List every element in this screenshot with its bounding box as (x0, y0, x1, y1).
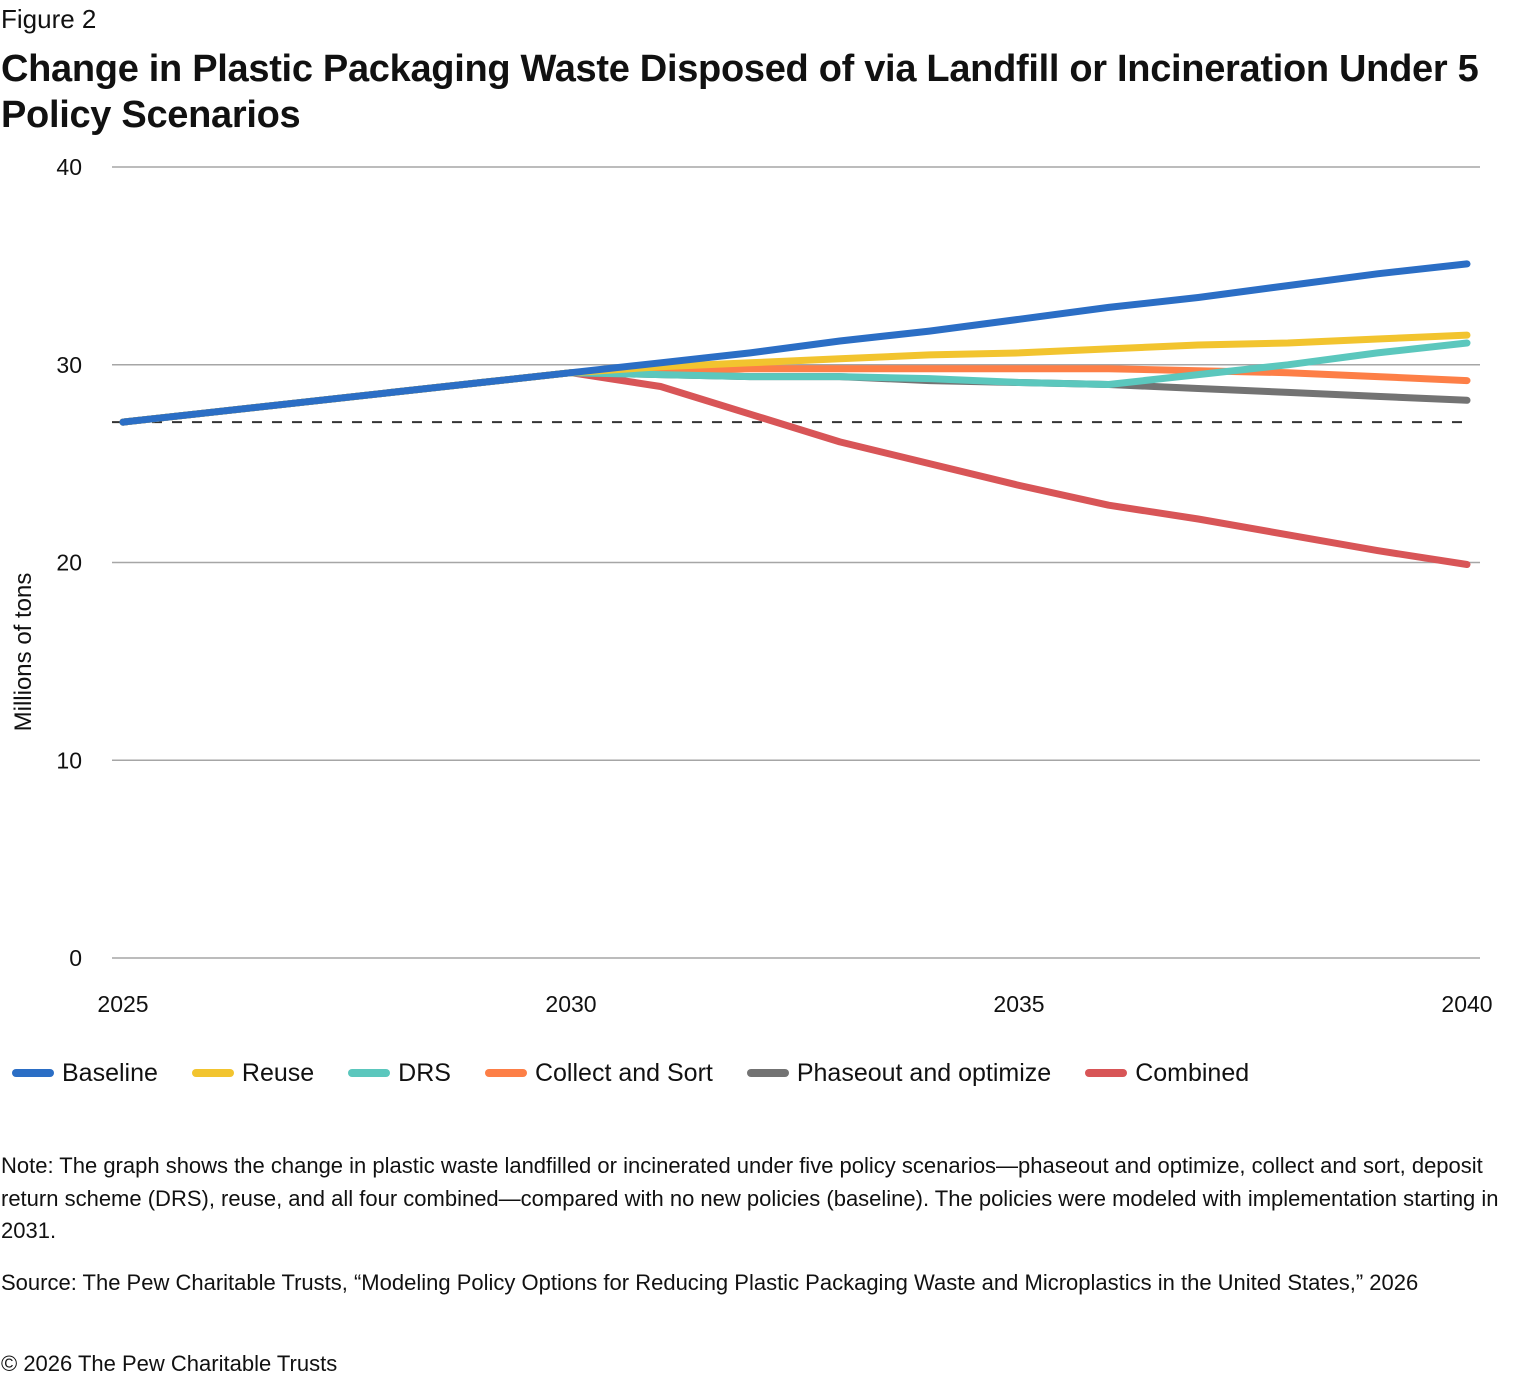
x-tick-label: 2030 (545, 991, 596, 1017)
y-tick-label: 10 (56, 747, 82, 773)
legend-label: DRS (398, 1058, 451, 1087)
legend-label: Baseline (62, 1058, 158, 1087)
legend-swatch (12, 1069, 54, 1077)
y-tick-label: 30 (56, 352, 82, 378)
legend-swatch (484, 1069, 527, 1077)
legend-item-combined: Combined (1085, 1059, 1249, 1088)
legend-label: Collect and Sort (534, 1058, 713, 1087)
legend-item-reuse: Reuse (191, 1058, 315, 1088)
y-axis-label: Millions of tons (10, 573, 37, 732)
y-tick-label: 40 (56, 154, 82, 180)
y-tick-label: 20 (56, 550, 82, 576)
series-line-drs (119, 339, 1471, 426)
y-axis-ticks: 0 10 20 30 40 (56, 154, 82, 971)
legend-label: Combined (1135, 1058, 1250, 1087)
series-lines (119, 260, 1471, 568)
x-tick-label: 2025 (97, 991, 148, 1017)
chart-title: Change in Plastic Packaging Waste Dispos… (1, 48, 1479, 136)
figure-label: Figure 2 (1, 4, 97, 34)
legend-label: Phaseout and optimize (796, 1058, 1052, 1087)
legend-swatch (191, 1069, 234, 1077)
y-tick-label: 0 (69, 945, 82, 971)
legend: Baseline Reuse DRS Collect and Sort Phaseout… (12, 1056, 1283, 1090)
legend-item-collect-and-sort: Collect and Sort (484, 1058, 713, 1088)
legend-item-drs: DRS (348, 1059, 451, 1088)
x-axis-ticks: 2025 2030 2035 2040 (97, 991, 1492, 1017)
legend-swatch (746, 1069, 789, 1077)
chart-source: Source: The Pew Charitable Trusts, “Mode… (1, 1270, 1419, 1295)
x-tick-label: 2040 (1441, 991, 1492, 1017)
legend-item-baseline: Baseline (12, 1059, 158, 1088)
x-tick-label: 2035 (993, 991, 1044, 1017)
gridlines (112, 166, 1480, 959)
series-line-baseline (119, 260, 1471, 426)
legend-label: Reuse (241, 1058, 315, 1087)
legend-item-phaseout-and-optimize: Phaseout and optimize (746, 1058, 1052, 1088)
legend-swatch (1085, 1069, 1128, 1077)
legend-swatch (348, 1069, 391, 1077)
copyright: © 2026 The Pew Charitable Trusts (1, 1351, 338, 1376)
chart-note: Note: The graph shows the change in plas… (1, 1153, 1499, 1243)
